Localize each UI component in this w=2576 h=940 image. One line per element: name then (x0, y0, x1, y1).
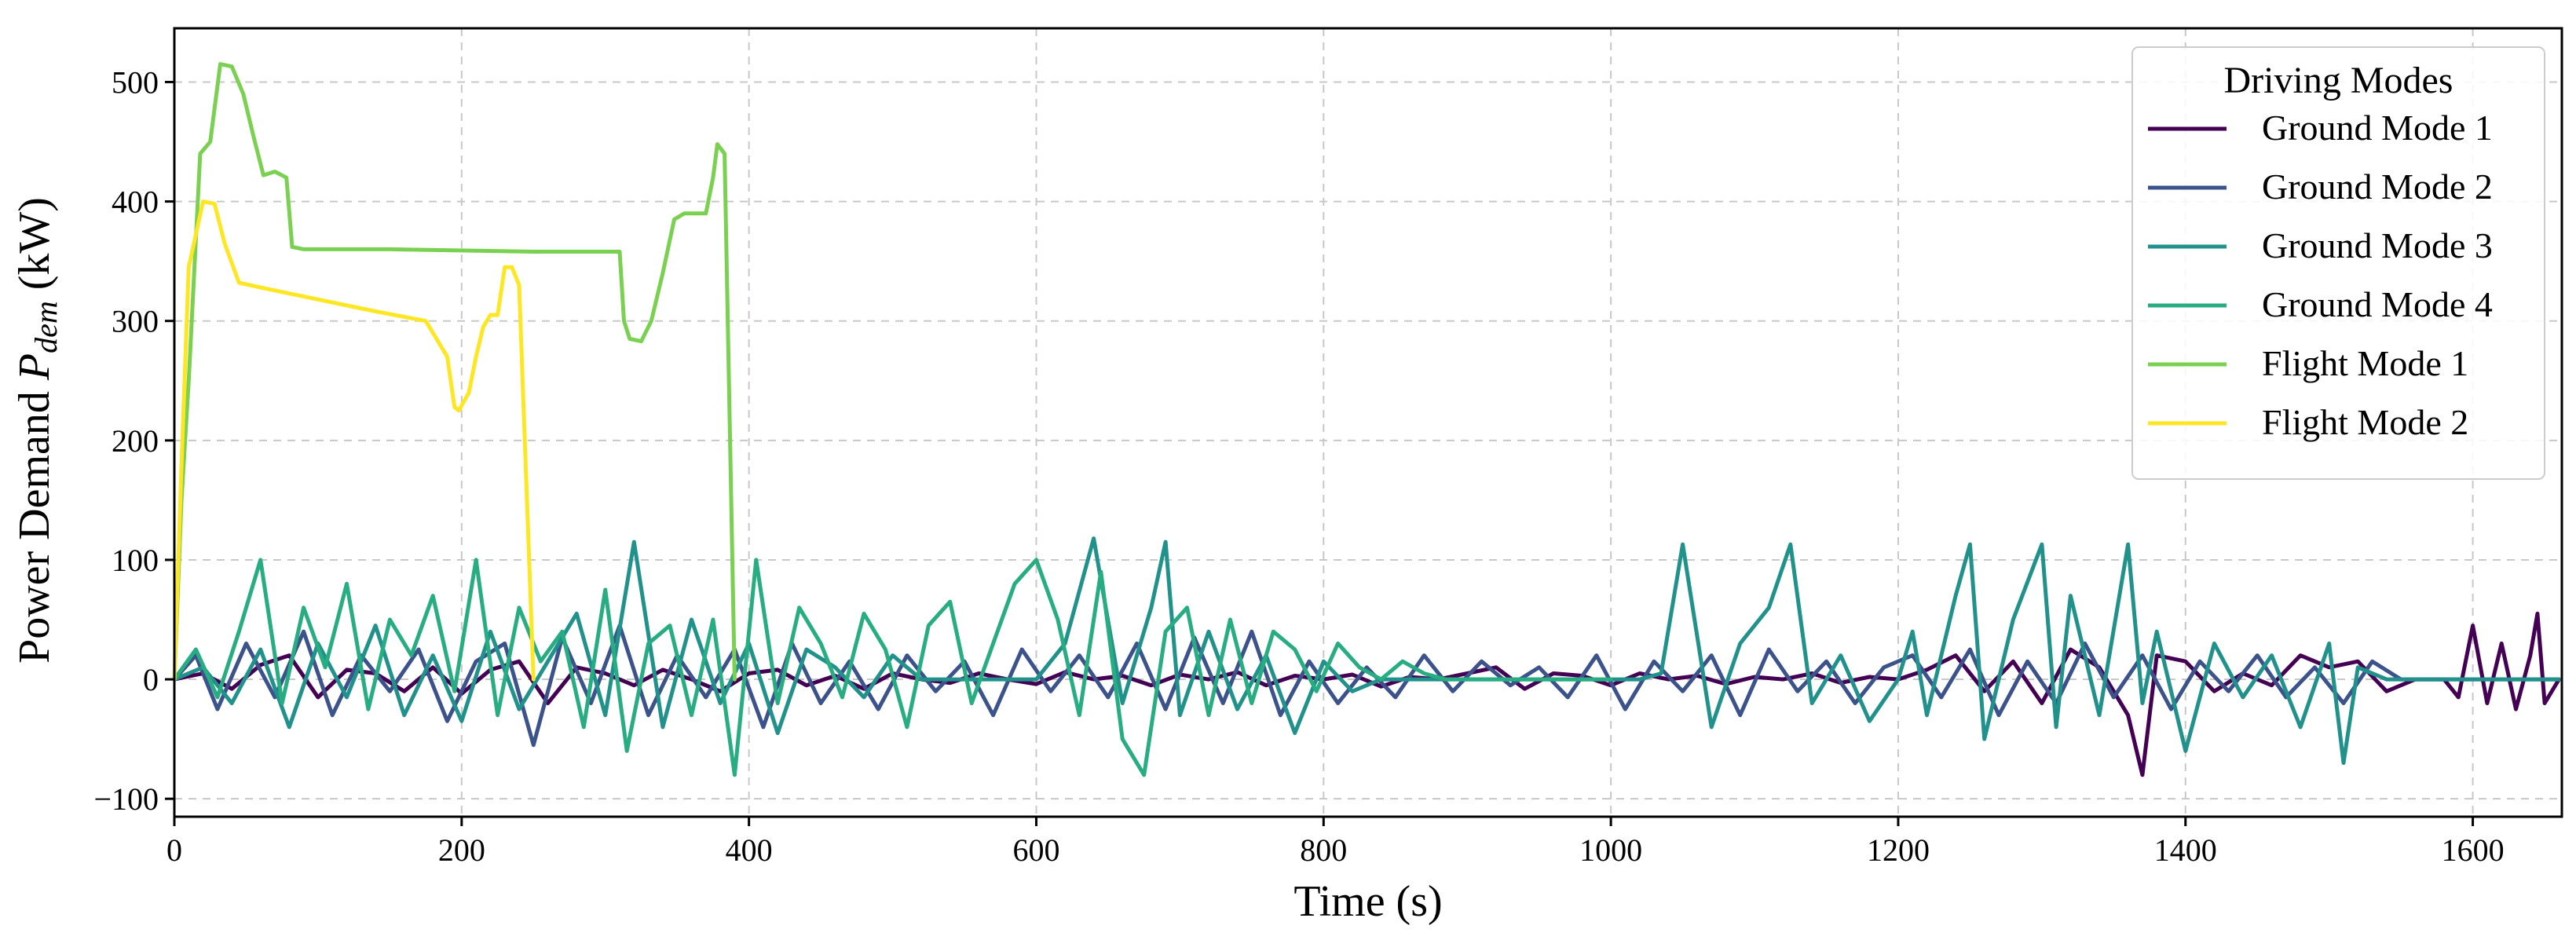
legend-label-ground-mode-2: Ground Mode 2 (2262, 166, 2493, 207)
y-tick-label: 300 (112, 304, 159, 339)
legend-label-flight-mode-1: Flight Mode 1 (2262, 343, 2468, 383)
x-tick-label: 1000 (1579, 832, 1642, 868)
x-tick-label: 600 (1012, 832, 1059, 868)
y-tick-label: 200 (112, 423, 159, 459)
x-tick-label: 800 (1300, 832, 1347, 868)
x-tick-label: 1200 (1867, 832, 1930, 868)
y-axis-label-prefix: Power Demand (10, 380, 59, 664)
legend-label-ground-mode-1: Ground Mode 1 (2262, 108, 2493, 148)
y-axis-label: Power Demand Pdem (kW) (10, 197, 64, 664)
series-line-flight-mode-2 (172, 199, 536, 682)
legend-items: Ground Mode 1 Ground Mode 2 Ground Mode 3 G… (2148, 108, 2493, 442)
series-layer (172, 62, 2561, 777)
y-tick-label: 100 (112, 543, 159, 578)
y-tick-label: 400 (112, 185, 159, 220)
x-tick-label: 1600 (2442, 832, 2505, 868)
x-tick-label: 200 (438, 832, 485, 868)
y-axis-label-suffix: (kW) (10, 197, 59, 301)
x-tick-label: 400 (726, 832, 773, 868)
y-tick-label: −100 (93, 781, 159, 817)
legend-label-ground-mode-3: Ground Mode 3 (2262, 225, 2493, 265)
plot-frame (173, 27, 2563, 818)
x-tick-label: 1400 (2154, 832, 2217, 868)
legend-label-flight-mode-2: Flight Mode 2 (2262, 402, 2468, 442)
legend-box (2131, 46, 2545, 480)
y-axis-label-subscript: dem (28, 301, 64, 353)
x-axis-label: Time (s) (1293, 877, 1442, 926)
series-line-flight-mode-1 (172, 62, 737, 682)
y-tick-label: 0 (143, 662, 159, 697)
legend: Driving Modes Ground Mode 1 Ground Mode 2… (2131, 46, 2545, 480)
tick-layer: 0 200 400 600 800 1000 1200 1400 1600−1000100200… (93, 64, 2504, 868)
y-tick-label: 500 (112, 64, 159, 100)
series-line-ground-mode-4 (172, 558, 1613, 777)
y-axis-label-symbol: P (10, 353, 59, 381)
legend-label-ground-mode-4: Ground Mode 4 (2262, 284, 2493, 324)
legend-title: Driving Modes (2224, 60, 2453, 101)
x-tick-label: 0 (166, 832, 182, 868)
